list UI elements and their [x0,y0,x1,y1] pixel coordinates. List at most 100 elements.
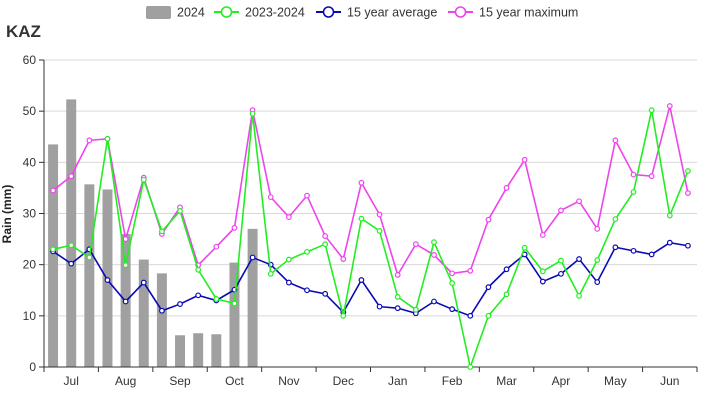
data-point [394,294,401,300]
data-point [340,256,347,262]
data-point [666,103,673,109]
legend-item[interactable]: 2023-2024 [214,6,305,20]
data-point [685,168,691,174]
data-point [68,242,75,249]
legend-label: 2024 [177,6,205,20]
data-point [503,185,510,191]
data-point [576,256,582,262]
data-point [503,291,510,298]
data-point [648,251,655,258]
data-point [86,137,93,144]
data-point [630,247,637,254]
legend-label: 15 year maximum [479,6,578,20]
legend-item[interactable]: 2024 [146,6,205,20]
data-point [358,277,365,283]
bar-2024 [247,228,258,367]
line-series [50,103,691,370]
data-point [467,364,474,370]
x-tick-label: Jul [64,374,79,388]
data-point [648,107,655,114]
data-point [159,228,165,235]
legend-item[interactable]: 15 year average [316,6,437,20]
x-tick-label: Jun [660,374,679,388]
legend-label: 2023-2024 [245,6,305,20]
bar-2024 [156,273,167,367]
data-point [576,198,582,205]
data-point [685,242,691,249]
x-tick-label: May [604,374,627,388]
data-point [376,211,383,218]
legend-item[interactable]: 15 year maximum [448,6,578,20]
data-point [449,270,456,277]
data-point [340,312,347,319]
data-point [195,266,202,273]
data-point [358,179,365,186]
data-point [213,243,220,250]
data-point [431,252,437,258]
data-point [304,248,310,255]
bar-2024 [229,262,240,367]
bar-2024 [138,259,149,367]
bar-2024 [84,184,95,367]
data-point [503,266,510,273]
data-point [285,214,292,220]
data-point [594,225,601,232]
x-tick-label: Nov [278,374,299,388]
x-tick-label: Mar [496,374,517,388]
bar-2024 [211,334,222,367]
bar-series-2024 [48,99,258,368]
data-point [267,270,274,277]
data-point [285,256,292,263]
data-point [449,280,456,286]
x-tick-label: Aug [115,374,136,388]
data-point [140,176,147,183]
data-point [322,241,329,248]
data-point [539,268,546,275]
grid [44,59,697,317]
data-point [376,227,383,234]
data-point [249,254,256,261]
data-point [521,156,528,163]
y-tick-label: 20 [23,258,37,272]
data-point [68,173,75,180]
data-point [630,171,637,178]
legend-marker [220,6,233,18]
data-point [449,306,456,313]
data-point [485,312,492,319]
bar-2024 [48,144,59,367]
legend-marker [454,6,467,18]
data-point [304,287,310,294]
data-point [213,296,220,302]
data-point [249,110,256,117]
x-tick-label: Apr [552,374,571,388]
data-point [50,246,56,253]
data-point [122,236,129,242]
axes: 0 10 20 30 40 50 60 Jul Aug Sep Oct Nov Dec Jan Feb Mar… [23,53,698,388]
data-point [594,279,601,285]
data-point [177,301,183,307]
data-point [104,277,111,283]
data-point [394,305,401,312]
data-point [594,257,601,263]
series-line [52,241,689,317]
x-tick-label: Oct [225,374,244,388]
data-point [68,260,75,267]
data-point [285,279,292,286]
data-point [666,212,673,219]
data-point [195,292,202,299]
data-point [140,279,147,286]
legend-label: 15 year average [347,6,437,20]
data-point [322,233,329,239]
data-point [231,300,238,307]
data-point [485,284,492,291]
data-point [412,306,419,313]
data-point [558,270,564,277]
series-line [52,109,689,370]
data-point [267,194,274,201]
data-point [558,257,564,264]
data-point [558,207,564,214]
data-point [612,216,619,223]
y-tick-label: 30 [23,207,37,221]
y-axis-label: Rain (mm) [0,185,14,244]
legend[interactable]: 2024 2023-2024 15 year average 15 year maxi… [146,6,578,20]
